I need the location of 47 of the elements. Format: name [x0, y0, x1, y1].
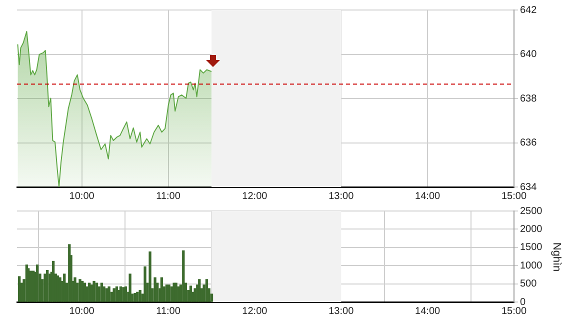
y-tick-label: 1000	[520, 260, 543, 272]
y-tick-label: 2000	[520, 224, 543, 235]
bar	[18, 276, 21, 302]
bar	[44, 274, 46, 302]
bar	[26, 268, 30, 302]
bar	[128, 274, 132, 302]
bar	[108, 286, 110, 302]
bar	[46, 270, 49, 302]
bar	[52, 260, 55, 302]
y-tick-label: 642	[520, 4, 538, 16]
bar	[154, 277, 156, 302]
x-tick-label: 15:00	[501, 190, 527, 202]
x-tick-label: 15:00	[501, 306, 527, 317]
x-tick-label: 13:00	[328, 190, 354, 202]
bar	[138, 290, 142, 302]
bar	[198, 279, 201, 302]
bar	[134, 292, 136, 302]
bar	[168, 284, 170, 302]
bar	[112, 288, 116, 302]
y-tick-label: 500	[520, 278, 538, 290]
y-tick-label: 636	[520, 138, 538, 148]
y-tick-label: 640	[520, 49, 538, 60]
y-axis-title: Nghìn	[550, 242, 562, 272]
x-tick-label: 11:00	[156, 306, 181, 317]
y-tick-label: 0	[520, 296, 526, 308]
y-tick-label: 638	[520, 93, 538, 104]
x-tick-label: 13:00	[328, 306, 354, 317]
bar	[182, 250, 185, 302]
y-tick-label: 2500	[520, 206, 543, 217]
bar	[102, 286, 106, 302]
bar	[78, 279, 82, 302]
bar	[92, 280, 96, 302]
y-tick-label: 634	[520, 182, 538, 193]
x-tick-label: 12:00	[242, 190, 268, 202]
x-tick-label: 14:00	[415, 306, 441, 317]
y-tick-label: 1500	[520, 242, 543, 254]
x-tick-label: 10:00	[69, 190, 95, 202]
bar	[144, 266, 146, 302]
bar	[194, 288, 196, 302]
x-tick-label: 12:00	[242, 306, 268, 317]
bar	[136, 292, 139, 302]
bar	[36, 264, 39, 302]
x-tick-label: 11:00	[156, 190, 181, 202]
x-tick-label: 10:00	[69, 306, 95, 317]
x-tick-label: 14:00	[415, 190, 441, 202]
bar	[148, 251, 152, 302]
bar	[98, 286, 100, 302]
